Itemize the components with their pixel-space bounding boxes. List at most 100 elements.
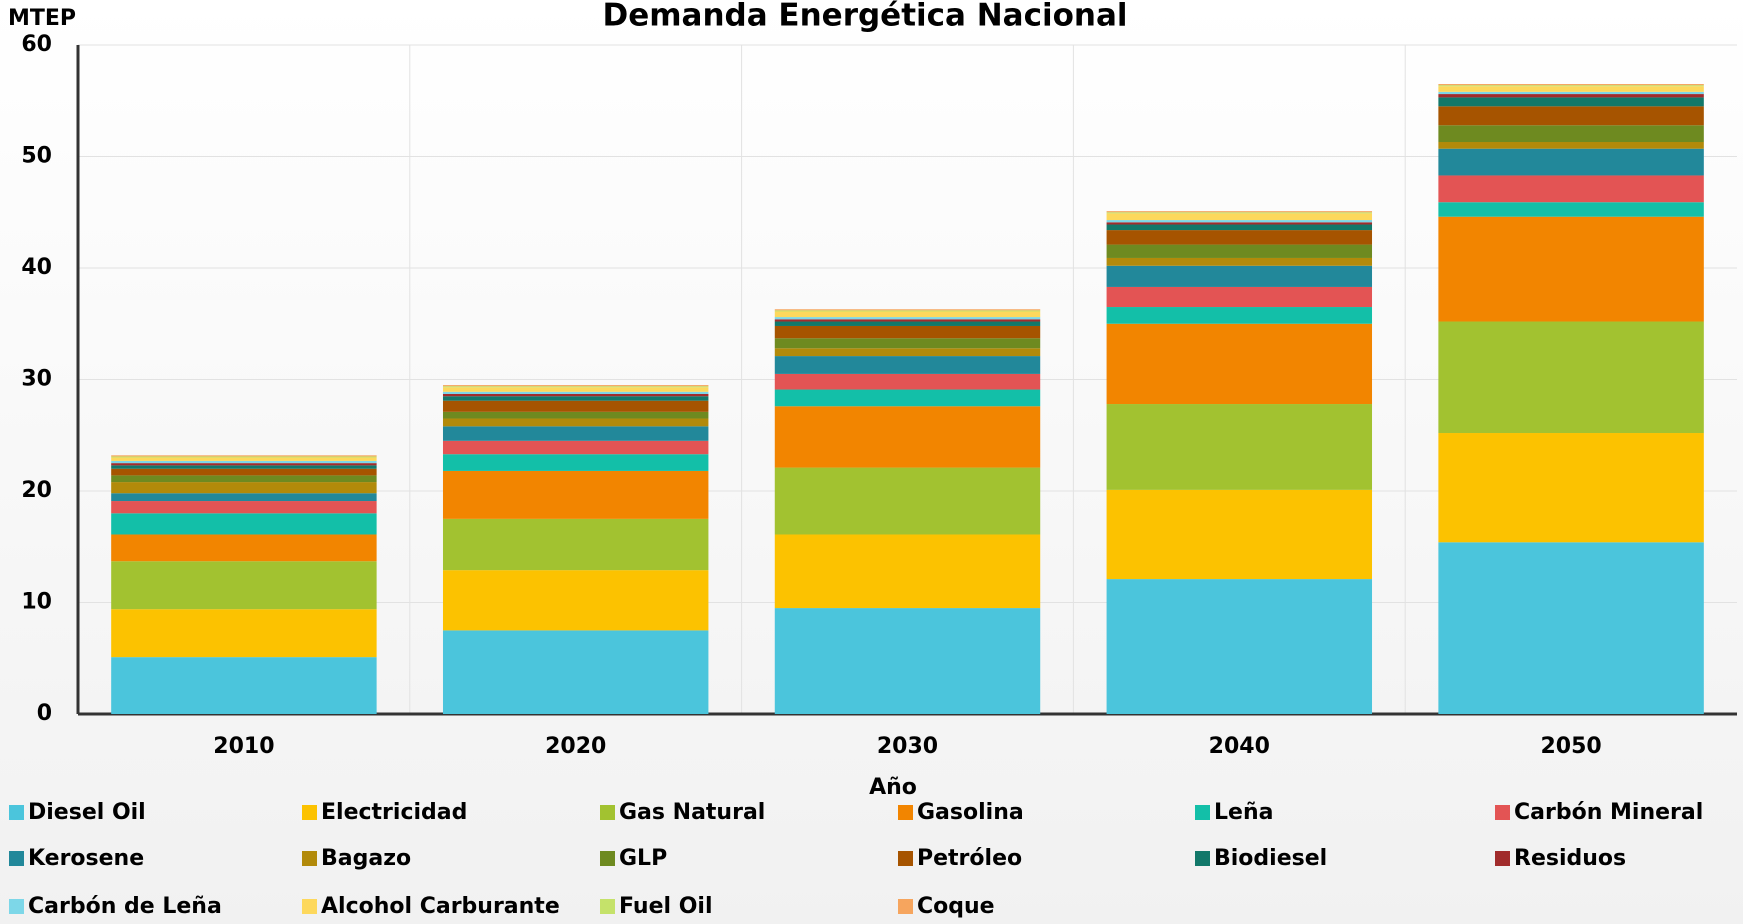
bar-segment [442,630,709,714]
bar-segment [111,513,377,535]
legend-swatch [1495,851,1510,866]
bar-segment [1106,286,1373,308]
bar-segment [1438,86,1704,92]
y-tick-label: 50 [21,144,52,169]
legend-label: Bagazo [321,846,411,871]
bar-segment [1106,222,1373,225]
legend-label: Gasolina [917,800,1024,825]
legend-label: Carbón Mineral [1514,800,1703,825]
legend-swatch [9,851,24,866]
legend-swatch [9,899,24,914]
legend-swatch [898,805,913,820]
bar-segment [1438,91,1704,95]
legend-label: Electricidad [321,800,467,825]
bar-segment [774,325,1041,339]
bar-segment [111,482,377,494]
bar-segment [442,440,709,455]
bar-segment [111,465,377,469]
legend-swatch [302,851,317,866]
bar-segment [1438,94,1704,98]
legend-label: GLP [619,846,667,871]
legend-swatch [1195,851,1210,866]
bar-segment [774,534,1041,609]
legend-label: Alcohol Carburante [321,894,560,919]
legend-label: Biodiesel [1214,846,1327,871]
bar-segment [442,411,709,419]
bar-segment [442,518,709,571]
legend-swatch [302,899,317,914]
bar-segment [1106,489,1373,580]
legend-swatch [1495,805,1510,820]
bar-segment [774,373,1041,390]
bar-segment [111,460,377,464]
bar-segment [1106,211,1373,213]
legend-label: Gas Natural [619,800,765,825]
bar-segment [442,426,709,441]
bar-segment [774,389,1041,407]
x-tick-label: 2020 [545,734,606,759]
legend-swatch [600,805,615,820]
bar-segment [442,396,709,401]
bar-segment [111,475,377,483]
legend-swatch [1195,805,1210,820]
y-tick-label: 60 [21,32,52,57]
legend-label: Coque [917,894,995,919]
chart-title: Demanda Energética Nacional [602,0,1127,34]
bar-segment [111,455,377,457]
bar-segment [442,400,709,412]
bar-segment [1438,85,1704,87]
bar-segment [442,470,709,519]
bar-segment [111,501,377,514]
bar-segment [1438,84,1704,86]
y-tick-label: 20 [21,478,52,503]
bar-segment [1438,433,1704,543]
bar-segment [1106,323,1373,405]
bar-segment [774,311,1041,318]
bar-segment [442,391,709,394]
y-tick-label: 40 [21,255,52,280]
bar-segment [442,454,709,471]
bar-segment [1106,579,1373,714]
bar-segment [111,561,377,610]
bar-segment [774,319,1041,322]
bar-segment [774,309,1041,311]
bar-segment [1106,230,1373,245]
x-tick-label: 2010 [213,734,274,759]
x-axis-label: Año [869,775,917,800]
bar-segment [1438,175,1704,203]
bar-segment [774,310,1041,312]
legend-swatch [600,851,615,866]
bar-segment [442,570,709,631]
bar-segment [774,317,1041,320]
legend-label: Diesel Oil [28,800,146,825]
bar-segment [774,321,1041,326]
legend-swatch [600,899,615,914]
bar-segment [111,457,377,461]
y-axis-label: MTEP [8,6,76,31]
bar-segment [442,418,709,427]
bar-segment [1106,212,1373,214]
legend-swatch [302,805,317,820]
bar-segment [442,385,709,387]
bar-segment [1438,106,1704,126]
bar-segment [1438,202,1704,217]
bar-segment [1106,220,1373,223]
bar-segment [111,456,377,458]
bar-segment [111,609,377,658]
x-tick-label: 2050 [1540,734,1601,759]
bar-segment [774,356,1041,374]
legend-swatch [898,851,913,866]
legend-label: Residuos [1514,846,1626,871]
bar-segment [1438,321,1704,434]
bar-segment [111,657,377,714]
x-tick-label: 2030 [877,734,938,759]
x-tick-label: 2040 [1209,734,1270,759]
y-tick-label: 0 [37,701,52,726]
bar-segment [1106,224,1373,231]
legend-swatch [9,805,24,820]
legend-label: Kerosene [28,846,144,871]
bar-segment [442,393,709,397]
bar-segment [1106,244,1373,258]
bar-segment [1438,148,1704,176]
